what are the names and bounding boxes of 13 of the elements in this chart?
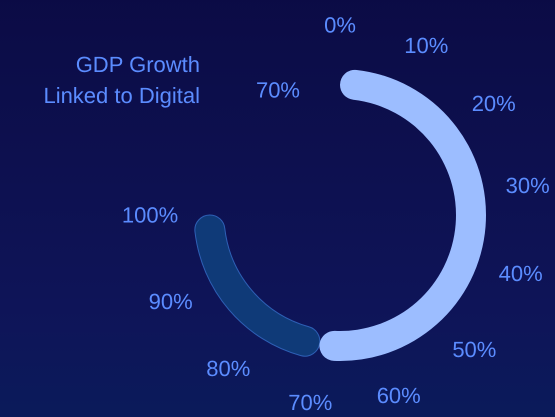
text: 60% <box>376 383 421 408</box>
text: 40% <box>498 261 543 286</box>
chart-title: GDP Growth Linked to Digital <box>43 52 200 108</box>
text: 70% <box>288 390 332 416</box>
text: 80% <box>206 356 250 382</box>
text: 10% <box>404 33 448 58</box>
text: 30% <box>506 172 550 198</box>
text: 90% <box>148 288 193 314</box>
text: 0% <box>324 12 356 38</box>
text: 20% <box>472 90 516 116</box>
text: 100% <box>122 202 178 228</box>
text: 70% <box>256 78 300 102</box>
text: 50% <box>452 336 496 362</box>
